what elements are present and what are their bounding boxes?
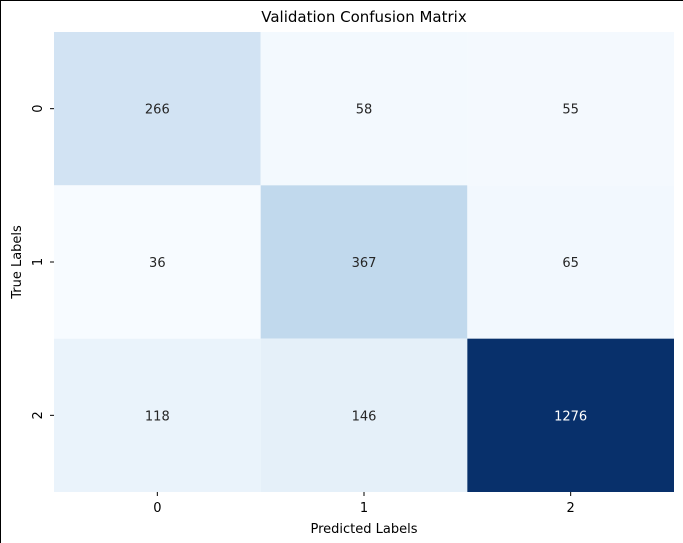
y-tick-label-1: 1 xyxy=(31,258,46,266)
y-axis-ticks: 0 1 2 xyxy=(31,105,54,419)
cell-value-0-1: 58 xyxy=(356,103,373,118)
heatmap-cell-0-0 xyxy=(54,32,261,186)
y-tick-label-2: 2 xyxy=(31,411,46,419)
cell-value-2-2: 1276 xyxy=(554,409,587,424)
x-tick-label-0: 0 xyxy=(153,501,161,516)
heatmap-cells xyxy=(54,32,674,492)
heatmap-cell-1-2 xyxy=(467,185,674,339)
heatmap-cell-0-2 xyxy=(467,32,674,186)
cell-value-0-2: 55 xyxy=(562,103,579,118)
cell-value-labels: 266 58 55 36 367 65 118 146 1276 xyxy=(145,103,587,425)
cell-value-2-1: 146 xyxy=(352,409,377,424)
y-axis-label: True Labels xyxy=(10,225,25,300)
heatmap-cell-2-0 xyxy=(54,338,261,492)
x-tick-label-1: 1 xyxy=(360,501,368,516)
heatmap-cell-0-1 xyxy=(260,32,468,186)
heatmap-cell-2-2 xyxy=(467,338,674,492)
cell-value-0-0: 266 xyxy=(145,103,170,118)
cell-value-1-1: 367 xyxy=(352,256,377,271)
cell-value-1-2: 65 xyxy=(562,256,579,271)
x-axis-ticks: 0 1 2 xyxy=(153,492,575,516)
x-axis-label: Predicted Labels xyxy=(310,522,417,537)
chart-title: Validation Confusion Matrix xyxy=(261,8,467,26)
heatmap-cell-2-1 xyxy=(260,338,468,492)
cell-value-2-0: 118 xyxy=(145,409,170,424)
y-tick-label-0: 0 xyxy=(31,105,46,113)
cell-value-1-0: 36 xyxy=(149,256,166,271)
heatmap-cell-1-0 xyxy=(54,185,261,339)
x-tick-label-2: 2 xyxy=(567,501,575,516)
heatmap-cell-1-1 xyxy=(260,185,468,339)
